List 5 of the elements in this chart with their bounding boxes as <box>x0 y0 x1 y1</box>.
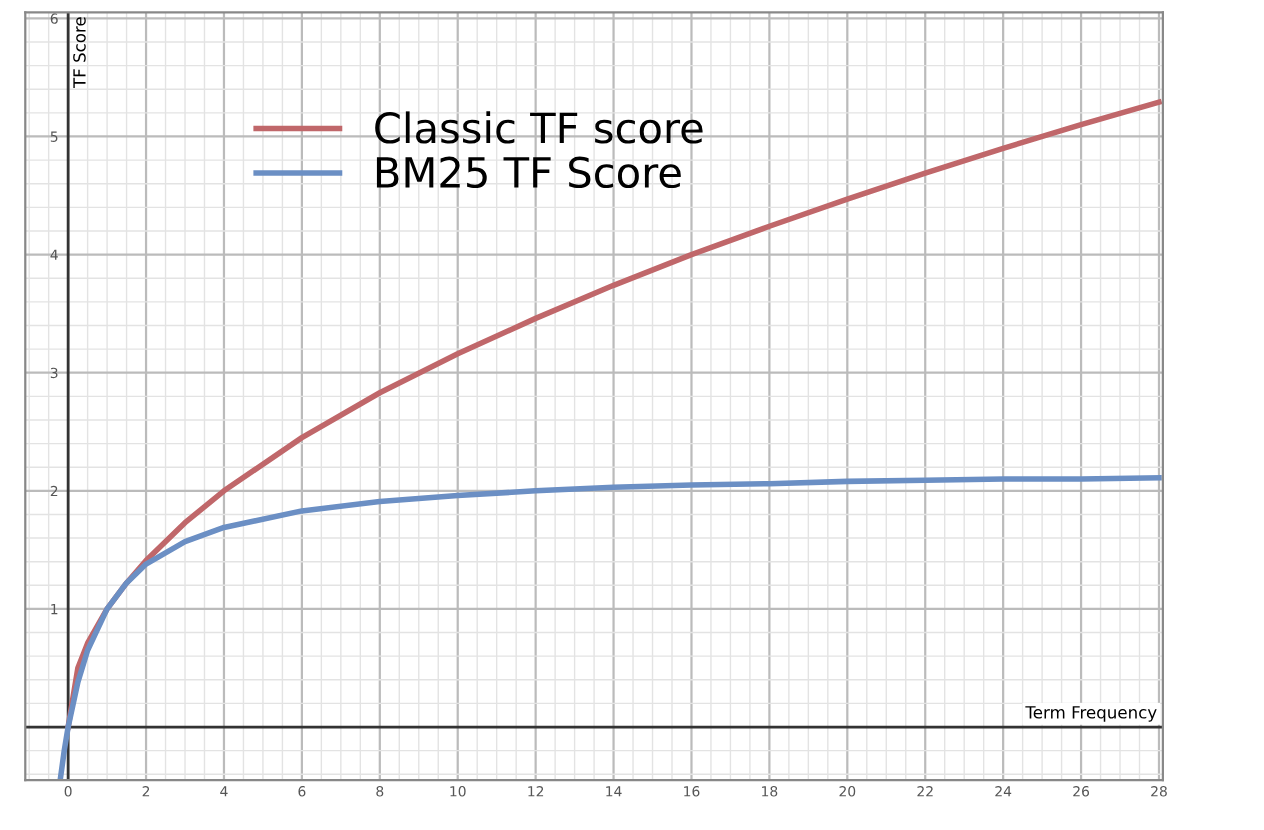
x-axis-title: Term Frequency <box>1025 706 1157 722</box>
legend-label: Classic TF score <box>375 111 703 144</box>
legend-label: BM25 TF Score <box>376 156 681 189</box>
y-axis-title: TF Score <box>73 17 86 89</box>
line-series <box>57 475 1162 781</box>
